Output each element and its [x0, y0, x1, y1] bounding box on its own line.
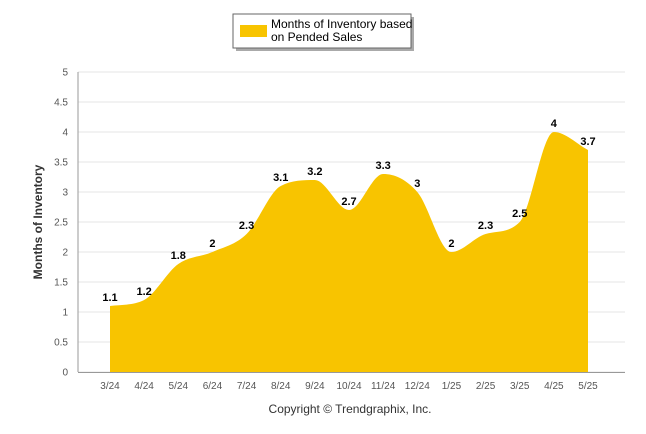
- x-tick-label: 1/25: [442, 381, 462, 392]
- x-tick-label: 2/25: [476, 381, 496, 392]
- axes: [77, 72, 625, 373]
- data-label: 3.1: [273, 172, 288, 184]
- data-label: 2.7: [341, 196, 356, 208]
- legend-swatch: [240, 25, 267, 37]
- data-label: 3.3: [375, 160, 390, 172]
- x-tick-label: 11/24: [371, 381, 396, 392]
- data-label: 2.3: [478, 220, 493, 232]
- x-tick-label: 3/25: [510, 381, 530, 392]
- legend-label-line-2: on Pended Sales: [271, 30, 362, 44]
- data-label: 2.3: [239, 220, 254, 232]
- y-tick-label: 3: [62, 188, 68, 199]
- x-tick-label: 4/24: [134, 381, 154, 392]
- x-tick-label: 6/24: [203, 381, 223, 392]
- x-tick-label: 5/25: [578, 381, 598, 392]
- y-tick-label: 1: [62, 308, 68, 319]
- x-tick-label: 3/24: [100, 381, 120, 392]
- y-tick-label: 4: [62, 128, 68, 139]
- y-tick-label: 2: [62, 248, 68, 259]
- x-tick-label: 7/24: [237, 381, 257, 392]
- data-label: 3.2: [307, 166, 322, 178]
- y-tick-label: 2.5: [54, 218, 68, 229]
- x-tick-label: 5/24: [169, 381, 189, 392]
- data-label: 2.5: [512, 208, 527, 220]
- series-area: [110, 132, 588, 372]
- data-label: 1.1: [102, 292, 117, 304]
- x-tick-label: 12/24: [405, 381, 430, 392]
- y-tick-label: 1.5: [54, 278, 68, 289]
- y-axis-title: Months of Inventory: [31, 164, 45, 279]
- legend: Months of Inventory based on Pended Sale…: [232, 13, 414, 51]
- data-label: 1.2: [136, 286, 151, 298]
- y-tick-label: 3.5: [54, 158, 68, 169]
- data-label: 1.8: [171, 250, 186, 262]
- area-fill: [110, 132, 588, 372]
- legend-label-line-1: Months of Inventory based: [271, 17, 412, 31]
- data-label: 3.7: [580, 136, 595, 148]
- x-tick-labels: 3/24 4/24 5/24 6/24 7/24 8/24 9/24 10/24 11/24 12…: [100, 381, 598, 392]
- x-tick-label: 10/24: [336, 381, 361, 392]
- y-tick-label: 0.5: [54, 338, 68, 349]
- y-tick-label: 5: [62, 68, 68, 79]
- copyright-text: Copyright © Trendgraphix, Inc.: [269, 402, 432, 416]
- x-tick-label: 8/24: [271, 381, 291, 392]
- data-labels: 1.1 1.2 1.8 2 2.3 3.1 3.2 2.7 3.3 3 2 2.3 2.5 4 3.7: [102, 118, 595, 304]
- y-tick-label: 0: [62, 368, 68, 379]
- y-tick-label: 4.5: [54, 98, 68, 109]
- x-tick-label: 4/25: [544, 381, 564, 392]
- data-label: 2: [209, 238, 215, 250]
- data-label: 3: [414, 178, 420, 190]
- data-label: 2: [448, 238, 454, 250]
- x-tick-label: 9/24: [305, 381, 325, 392]
- y-tick-labels: 0 0.5 1 1.5 2 2.5 3 3.5 4 4.5 5: [54, 68, 68, 379]
- data-label: 4: [551, 118, 558, 130]
